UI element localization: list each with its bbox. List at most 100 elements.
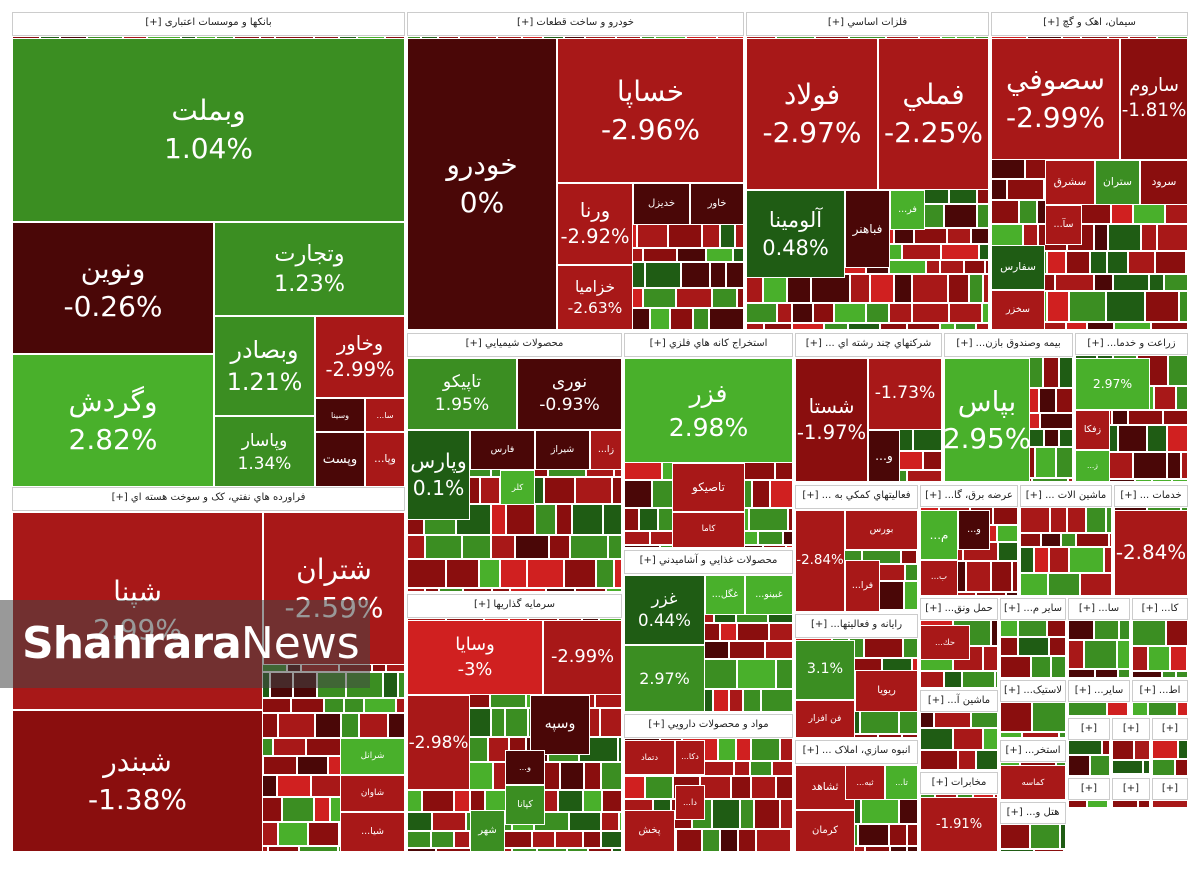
filler-tile <box>1128 702 1130 716</box>
filler-tile <box>1090 755 1110 776</box>
filler-tile <box>718 738 736 761</box>
filler-tile <box>624 531 650 545</box>
filler-tile <box>733 248 744 262</box>
filler-tile <box>1069 547 1104 573</box>
sector-header: ماشين آ... [+] <box>920 690 998 712</box>
filler-tile <box>422 790 454 812</box>
watermark: ShahraraNews <box>0 600 370 688</box>
filler-tile <box>864 638 903 658</box>
stock-tile: زا... <box>590 430 622 470</box>
filler-tile <box>940 260 964 274</box>
filler-tile <box>754 799 780 829</box>
stock-change: -2.97% <box>762 116 862 149</box>
filler-tile <box>985 260 989 274</box>
filler-tile <box>920 671 944 688</box>
stock-tile: کلر <box>500 470 535 505</box>
filler-tile <box>780 738 793 761</box>
filler-tile <box>314 797 330 822</box>
stock-symbol: وپارس <box>410 448 467 473</box>
watermark-suffix: News <box>240 618 360 669</box>
filler-tile <box>1167 425 1188 452</box>
filler-tile <box>1112 800 1138 808</box>
filler-tile <box>1007 179 1044 200</box>
filler-tile <box>895 610 918 612</box>
filler-tile <box>606 588 622 592</box>
watermark-brand: Shahrara <box>22 618 242 669</box>
filler-tile <box>947 228 971 244</box>
filler-tile <box>1152 800 1188 808</box>
filler-tile <box>1141 224 1157 251</box>
stock-tile: ريويا <box>855 670 918 712</box>
stock-change: 1.95% <box>434 395 490 415</box>
stock-symbol: ثشاهد <box>811 780 839 794</box>
stock-symbol: کپانا <box>517 798 533 810</box>
filler-tile <box>1032 702 1066 732</box>
stock-change: -0.26% <box>63 290 163 323</box>
stock-tile: وپا... <box>365 432 405 487</box>
filler-tile <box>1155 251 1186 274</box>
stock-symbol: وسایا <box>455 634 495 656</box>
stock-symbol: بورس <box>869 523 894 535</box>
stock-change: 1.34% <box>237 452 292 473</box>
stock-tile: -2.84% <box>1114 510 1188 596</box>
filler-tile <box>1060 824 1066 849</box>
sector-header: ساير... [+] <box>1068 680 1130 702</box>
filler-tile <box>998 542 1018 561</box>
filler-tile <box>750 761 772 776</box>
stock-tile: شیراز <box>535 430 590 470</box>
filler-tile <box>601 831 622 848</box>
stock-symbol: سشرق <box>1053 175 1087 189</box>
filler-tile <box>780 799 793 829</box>
filler-tile <box>850 274 870 303</box>
stock-tile: وبصادر 1.21% <box>214 316 315 416</box>
stock-tile: سخزر <box>991 290 1045 330</box>
filler-tile <box>776 659 793 689</box>
stock-symbol: ستران <box>1103 175 1132 189</box>
filler-tile <box>958 750 976 770</box>
filler-tile <box>865 846 890 852</box>
stock-tile: و... <box>868 430 900 482</box>
filler-tile <box>425 535 462 559</box>
filler-tile <box>1076 533 1109 547</box>
stock-change: -2.99% <box>325 358 395 381</box>
filler-tile <box>1109 533 1112 547</box>
stock-symbol: کاما <box>701 524 716 535</box>
stock-change: -2.99% <box>1005 101 1106 134</box>
filler-tile <box>558 790 583 812</box>
sector-header: سرمايه گذاريها [+] <box>407 594 622 618</box>
stock-tile: ثبه... <box>845 765 885 800</box>
filler-tile <box>1107 251 1128 274</box>
filler-tile <box>1059 357 1073 388</box>
stock-symbol: سفارس <box>1000 260 1036 274</box>
filler-tile <box>1114 322 1151 330</box>
filler-tile <box>1178 740 1188 759</box>
filler-tile <box>491 535 515 559</box>
filler-tile <box>1176 386 1188 410</box>
filler-tile <box>1087 322 1114 330</box>
filler-tile <box>907 470 942 482</box>
filler-tile <box>601 762 622 790</box>
stock-tile: کرمان <box>795 810 855 852</box>
stock-tile: فملي -2.25% <box>878 38 989 190</box>
stock-symbol: ساروم <box>1129 75 1179 97</box>
filler-tile <box>834 303 866 323</box>
filler-tile <box>712 799 740 829</box>
stock-symbol: غگل... <box>711 588 739 600</box>
filler-tile <box>1080 573 1112 596</box>
filler-tile <box>1132 671 1162 678</box>
stock-tile: فولاد -2.97% <box>746 38 878 190</box>
filler-tile <box>894 228 914 244</box>
stock-change: -1.73% <box>874 383 936 404</box>
filler-tile <box>624 776 645 799</box>
filler-tile <box>396 698 405 713</box>
filler-tile <box>693 308 709 330</box>
stock-change: 0% <box>459 186 505 219</box>
stock-tile: وگردش 2.82% <box>12 354 214 487</box>
stock-tile: -2.98% <box>407 695 470 790</box>
filler-tile <box>966 561 991 592</box>
filler-tile <box>1055 274 1094 291</box>
stock-tile: سصوفي -2.99% <box>991 38 1120 160</box>
sector-header: فراورده هاي نفتي، کک و سوخت هسته اي [+] <box>12 487 405 511</box>
filler-tile <box>1157 224 1188 251</box>
